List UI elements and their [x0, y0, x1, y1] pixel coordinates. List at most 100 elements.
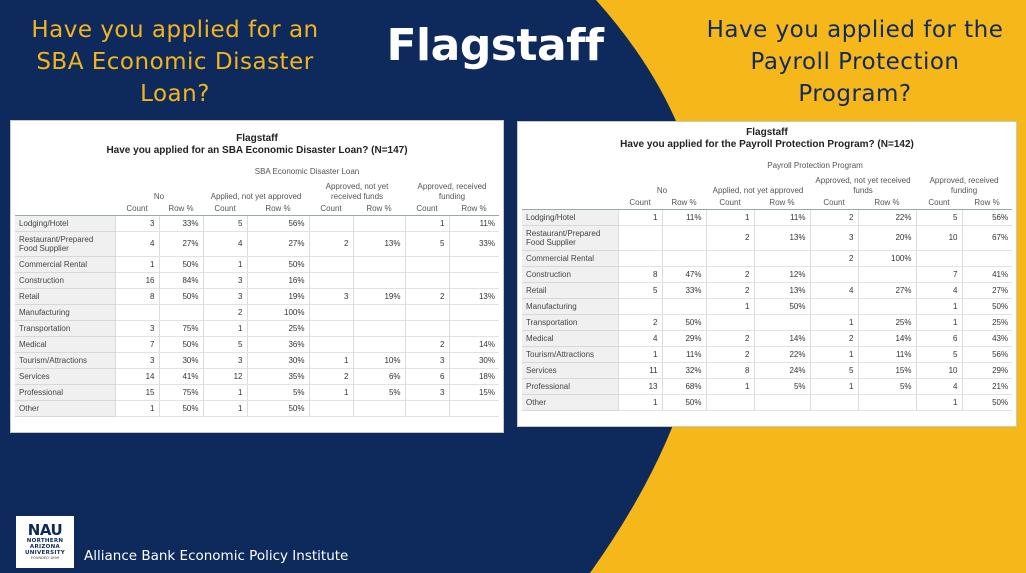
count-cell: 8	[705, 362, 754, 379]
count-cell: 5	[202, 336, 247, 353]
count-cell: 1	[308, 352, 353, 369]
row-pct-cell: 30%	[448, 352, 499, 369]
count-cell	[308, 256, 353, 273]
group-header: Applied, not yet approved	[210, 192, 302, 201]
row-pct-cell	[352, 400, 405, 417]
count-cell: 5	[915, 346, 962, 363]
row-pct-cell: 56%	[961, 346, 1013, 363]
count-cell	[617, 225, 662, 251]
row-pct-cell	[857, 394, 916, 411]
table-row: Medical 7 50% 5 36% 2 14%	[15, 336, 499, 353]
group-header: No	[656, 186, 668, 195]
count-cell: 1	[308, 384, 353, 401]
group-header: Approved, received funding	[417, 182, 487, 201]
row-label: Restaurant/Prepared Food Supplier	[15, 231, 115, 257]
count-cell	[308, 215, 353, 232]
table-row: Manufacturing 2 100%	[15, 304, 499, 321]
logo-main-text: NAU	[27, 521, 63, 539]
row-pct-cell: 35%	[246, 368, 309, 385]
row-pct-cell: 15%	[857, 362, 916, 379]
count-cell: 4	[617, 330, 662, 347]
row-pct-cell: 29%	[961, 362, 1013, 379]
row-pct-cell: 50%	[753, 298, 810, 315]
count-cell: 2	[617, 314, 662, 331]
ppp-table-title-line1: Flagstaff	[746, 127, 788, 138]
row-label: Professional	[15, 384, 115, 401]
row-label: Tourism/Attractions	[15, 352, 115, 369]
count-cell: 7	[114, 336, 159, 353]
table-row: Other 1 50% 1 50%	[15, 400, 499, 417]
row-pct-cell: 5%	[753, 378, 810, 395]
row-pct-cell: 50%	[246, 400, 309, 417]
row-pct-cell	[753, 314, 810, 331]
count-cell: 4	[915, 282, 962, 299]
count-cell: 2	[809, 209, 858, 226]
count-cell: 1	[617, 209, 662, 226]
row-pct-cell: 100%	[246, 304, 309, 321]
logo-founded: FOUNDED 1899	[30, 556, 60, 560]
row-label: Tourism/Attractions	[522, 346, 618, 363]
count-cell: 2	[404, 336, 449, 353]
logo-line: UNIVERSITY	[24, 550, 66, 556]
row-pct-cell	[448, 256, 499, 273]
count-cell: 1	[915, 314, 962, 331]
row-pct-cell	[352, 336, 405, 353]
row-pct-cell	[448, 320, 499, 337]
count-cell	[308, 304, 353, 321]
row-pct-cell: 20%	[857, 225, 916, 251]
count-cell: 1	[404, 215, 449, 232]
row-pct-cell	[448, 272, 499, 289]
row-pct-cell: 21%	[961, 378, 1013, 395]
row-pct-cell	[158, 304, 203, 321]
count-cell: 1	[202, 320, 247, 337]
row-label: Construction	[15, 272, 115, 289]
count-cell: 1	[705, 378, 754, 395]
count-cell: 1	[809, 378, 858, 395]
row-label: Other	[15, 400, 115, 417]
count-cell	[705, 250, 754, 267]
table-row: Manufacturing 1 50% 1 50%	[522, 298, 1013, 315]
row-label: Other	[522, 394, 618, 411]
count-cell: 1	[705, 298, 754, 315]
row-pct-cell: 56%	[246, 215, 309, 232]
table-row: Lodging/Hotel 1 11% 1 11% 2 22% 5 56%	[522, 209, 1013, 226]
count-cell: 5	[809, 362, 858, 379]
row-pct-cell: 50%	[158, 288, 203, 305]
table-row: Tourism/Attractions 3 30% 3 30% 1 10% 3 30%	[15, 352, 499, 369]
row-pct-cell	[448, 400, 499, 417]
table-row: Commercial Rental 2 100%	[522, 250, 1013, 267]
count-header: Count	[115, 202, 159, 216]
row-pct-cell: 5%	[857, 378, 916, 395]
row-pct-cell: 33%	[661, 282, 706, 299]
count-cell	[705, 394, 754, 411]
count-cell: 8	[617, 266, 662, 283]
row-pct-cell: 14%	[857, 330, 916, 347]
row-pct-cell: 11%	[661, 209, 706, 226]
row-pct-cell: 50%	[158, 256, 203, 273]
row-pct-cell: 14%	[448, 336, 499, 353]
row-pct-cell: 68%	[661, 378, 706, 395]
row-pct-cell: 30%	[158, 352, 203, 369]
count-cell: 7	[915, 266, 962, 283]
table-row: Professional 13 68% 1 5% 1 5% 4 21%	[522, 378, 1013, 395]
row-pct-cell: 50%	[961, 298, 1013, 315]
row-pct-cell	[753, 250, 810, 267]
table-row: Professional 15 75% 1 5% 1 5% 3 15%	[15, 384, 499, 401]
count-cell: 4	[202, 231, 247, 257]
row-label: Services	[15, 368, 115, 385]
table-row: Tourism/Attractions 1 11% 2 22% 1 11% 5 56%	[522, 346, 1013, 363]
count-cell: 1	[915, 394, 962, 411]
page-title: Flagstaff	[386, 20, 604, 71]
row-pct-cell: 10%	[352, 352, 405, 369]
table-row: Restaurant/Prepared Food Supplier 2 13% 3 20…	[522, 225, 1013, 251]
count-cell: 1	[915, 298, 962, 315]
row-label: Transportation	[522, 314, 618, 331]
count-cell: 3	[404, 384, 449, 401]
row-label: Manufacturing	[522, 298, 618, 315]
count-cell	[809, 298, 858, 315]
count-cell: 3	[202, 272, 247, 289]
row-pct-cell: 36%	[246, 336, 309, 353]
nau-logo: NAU NORTHERN ARIZONA UNIVERSITY FOUNDED …	[16, 516, 74, 568]
row-pct-cell: 25%	[857, 314, 916, 331]
row-pct-header: Row %	[247, 202, 309, 216]
